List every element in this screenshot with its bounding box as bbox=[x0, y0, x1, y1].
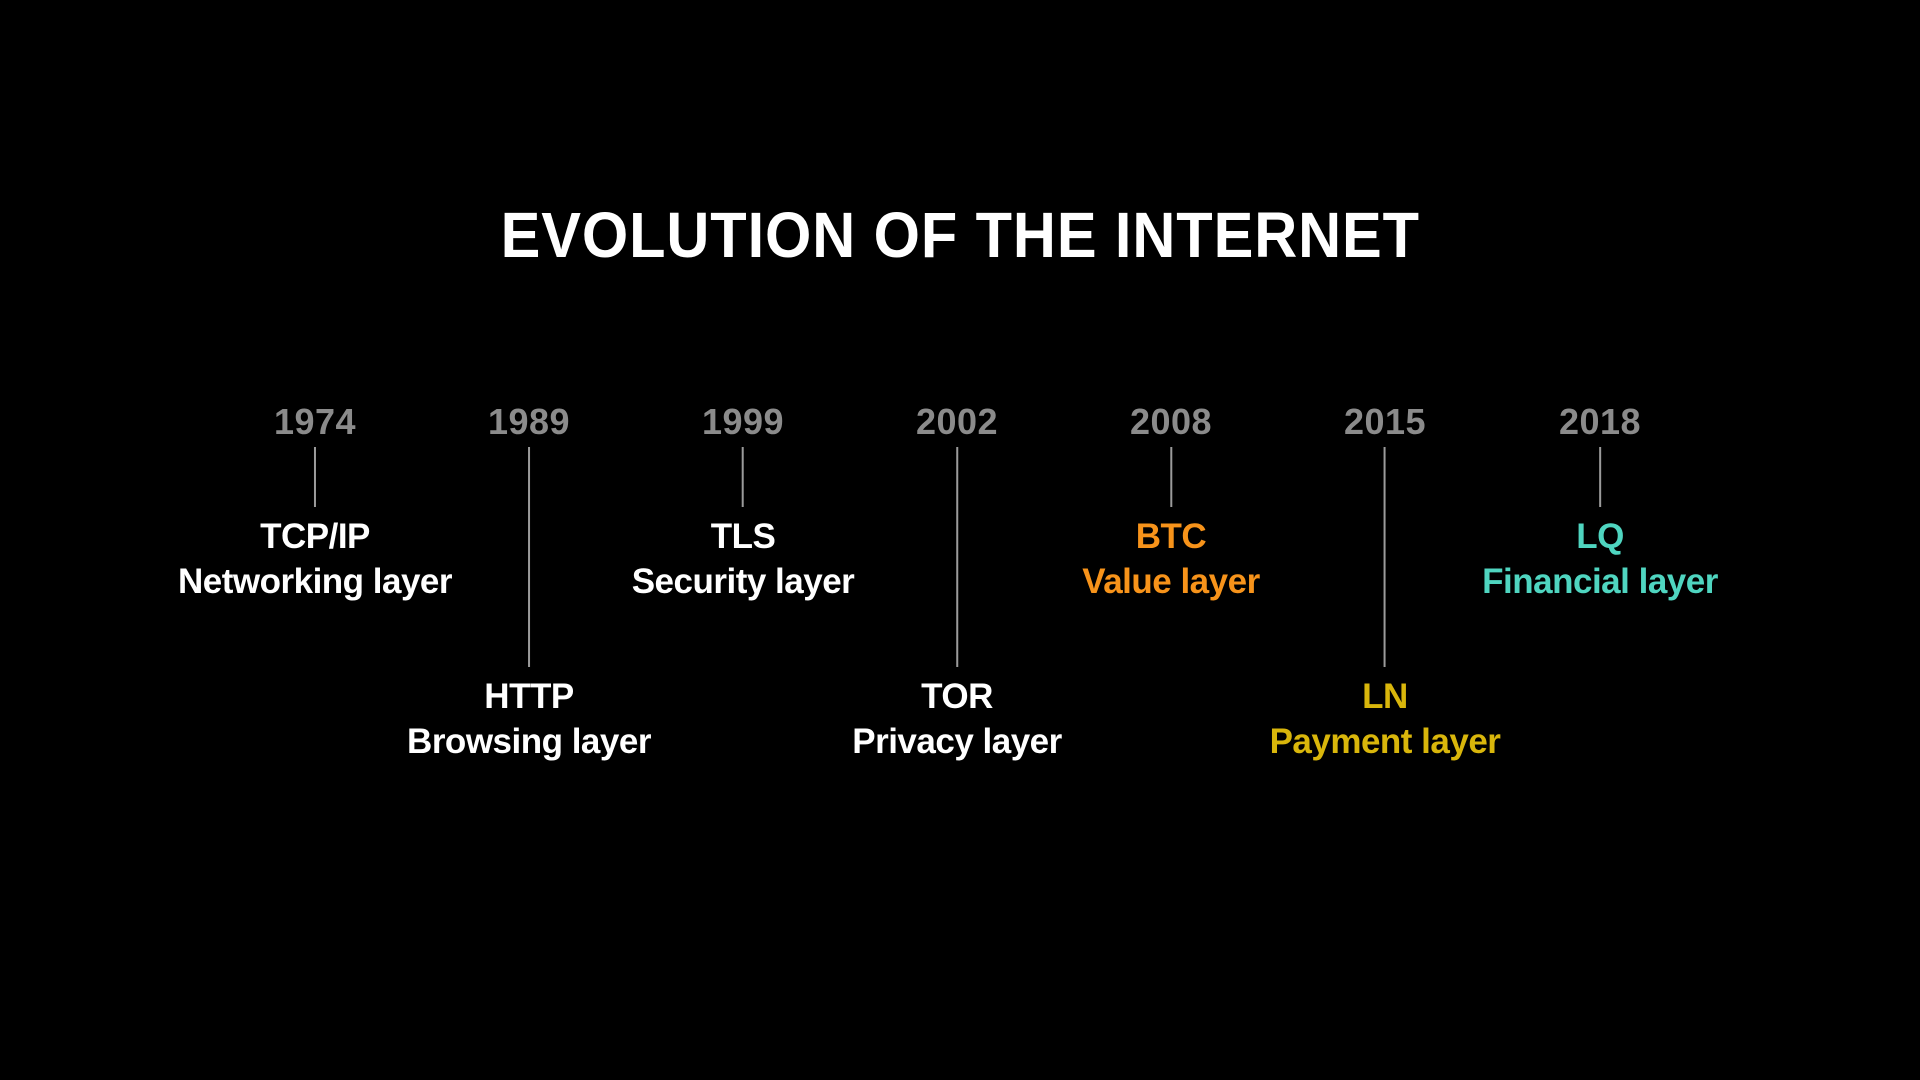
timeline-item-2018: 2018 LQ Financial layer bbox=[1482, 403, 1718, 606]
milestone-layer: Payment layer bbox=[1269, 722, 1501, 761]
connector-line bbox=[527, 447, 530, 667]
milestone-layer: Value layer bbox=[1082, 562, 1260, 601]
year-label: 2008 bbox=[1129, 401, 1213, 442]
connector-line bbox=[313, 447, 316, 507]
milestone-name: BTC bbox=[1135, 517, 1207, 556]
year-label: 1989 bbox=[487, 401, 571, 442]
timeline-item-2008: 2008 BTC Value layer bbox=[1082, 401, 1260, 606]
connector-line bbox=[742, 447, 744, 507]
milestone-layer: Privacy layer bbox=[852, 722, 1062, 761]
timeline-item-1989: 1989 HTTP Browsing layer bbox=[407, 403, 651, 766]
timeline-item-2015: 2015 LN Payment layer bbox=[1270, 403, 1501, 766]
milestone-name: TOR bbox=[921, 677, 993, 716]
connector-line bbox=[1598, 447, 1601, 507]
milestone-layer: Browsing layer bbox=[407, 722, 651, 761]
connector-line bbox=[1384, 447, 1386, 667]
year-label: 2002 bbox=[915, 401, 999, 442]
milestone-name: TLS bbox=[710, 517, 776, 556]
milestone-layer: Security layer bbox=[631, 562, 855, 601]
milestone-name: LQ bbox=[1576, 517, 1624, 556]
milestone-name: HTTP bbox=[484, 677, 574, 716]
year-label: 1999 bbox=[701, 401, 785, 442]
year-label: 2018 bbox=[1558, 401, 1642, 442]
year-label: 1974 bbox=[273, 401, 357, 442]
page-title: EVOLUTION OF THE INTERNET bbox=[0, 202, 1920, 268]
timeline-item-2002: 2002 TOR Privacy layer bbox=[852, 403, 1062, 766]
timeline-item-1974: 1974 TCP/IP Networking layer bbox=[177, 401, 453, 606]
milestone-name: LN bbox=[1362, 677, 1408, 716]
connector-line bbox=[955, 447, 958, 667]
milestone-layer: Networking layer bbox=[177, 562, 453, 601]
milestone-layer: Financial layer bbox=[1482, 562, 1718, 601]
page-title-text: EVOLUTION OF THE INTERNET bbox=[500, 199, 1420, 271]
year-label: 2015 bbox=[1343, 401, 1427, 442]
milestone-name: TCP/IP bbox=[260, 517, 370, 556]
timeline-item-1999: 1999 TLS Security layer bbox=[632, 403, 855, 606]
connector-line bbox=[1169, 447, 1172, 507]
